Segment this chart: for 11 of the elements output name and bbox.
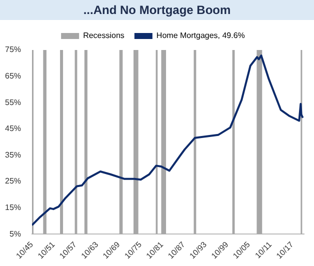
y-tick-label: 25% [4, 176, 22, 186]
y-tick-label: 75% [4, 45, 22, 54]
y-tick-label: 55% [4, 98, 22, 107]
legend-label: Recessions [83, 31, 124, 40]
y-tick-label: 5% [9, 229, 22, 238]
y-tick-label: 35% [4, 150, 22, 160]
chart-title: ...And No Mortgage Boom [0, 0, 314, 20]
y-tick-label: 65% [4, 71, 22, 80]
legend-label: Home Mortgages, 49.6% [156, 31, 245, 40]
y-tick-label: 45% [4, 124, 22, 134]
y-tick-label: 15% [4, 202, 22, 212]
